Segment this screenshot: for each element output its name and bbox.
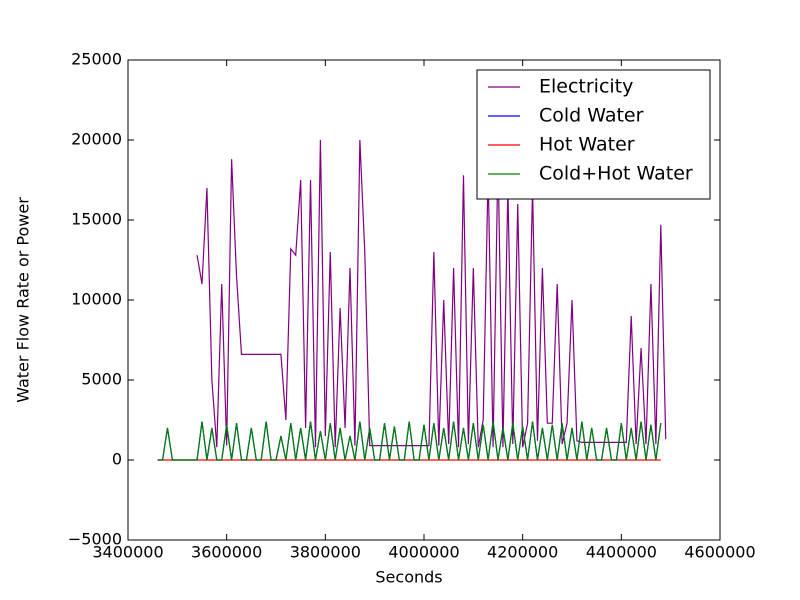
y-tick-label: 15000 bbox=[71, 210, 122, 229]
legend-box bbox=[476, 69, 711, 200]
series-line bbox=[196, 139, 667, 448]
x-tick-label: 4400000 bbox=[586, 543, 657, 562]
series-line bbox=[157, 421, 662, 461]
y-tick-label: 10000 bbox=[71, 290, 122, 309]
series-line bbox=[157, 421, 662, 461]
x-tick-label: 3600000 bbox=[191, 543, 262, 562]
y-tick-label: 25000 bbox=[71, 50, 122, 69]
legend-label: Cold+Hot Water bbox=[539, 163, 693, 185]
x-axis-label: Seconds bbox=[375, 568, 442, 587]
legend-label: Hot Water bbox=[539, 134, 635, 156]
x-tick-label: 4200000 bbox=[487, 543, 558, 562]
x-tick-label: 4000000 bbox=[388, 543, 459, 562]
y-tick-label: 0 bbox=[112, 450, 122, 469]
legend-label: Electricity bbox=[539, 76, 633, 98]
y-tick-label: 20000 bbox=[71, 130, 122, 149]
x-tick-label: 3400000 bbox=[92, 543, 163, 562]
y-tick-label: 5000 bbox=[81, 370, 122, 389]
x-tick-label: 3800000 bbox=[290, 543, 361, 562]
x-tick-label: 4600000 bbox=[684, 543, 755, 562]
legend-label: Cold Water bbox=[539, 105, 644, 127]
y-axis-label: Water Flow Rate or Power bbox=[14, 197, 33, 403]
y-tick-label: −5000 bbox=[68, 530, 122, 549]
